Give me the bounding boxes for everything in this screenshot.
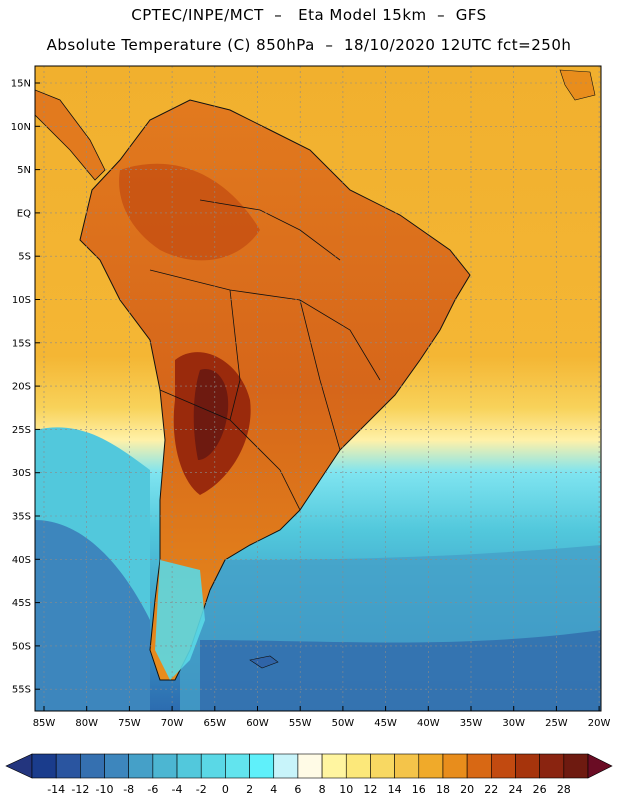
colorbar-swatch	[225, 753, 250, 779]
colorbar-label: 12	[363, 783, 377, 796]
colorbar-label: 14	[388, 783, 402, 796]
lat-tick-label: 35S	[12, 512, 31, 523]
colorbar-label: 6	[294, 783, 301, 796]
lon-tick-label: 30W	[502, 718, 525, 729]
lat-tick-label: 15N	[11, 79, 31, 90]
map-subtitle: Absolute Temperature (C) 850hPa – 18/10/…	[46, 36, 572, 54]
lon-tick-label: 35W	[460, 718, 483, 729]
colorbar-label: 2	[246, 783, 253, 796]
colorbar-label: -10	[96, 783, 114, 796]
colorbar-swatch	[152, 753, 178, 779]
lat-tick-label: 55S	[12, 685, 31, 696]
lat-tick-label: EQ	[17, 208, 31, 219]
colorbar-swatch	[466, 753, 492, 779]
colorbar-swatch	[80, 753, 105, 779]
colorbar-swatch	[297, 753, 323, 779]
colorbar-swatch	[394, 753, 420, 779]
latitude-axis: 15N 10N 5N EQ 5S 10S 15S 20S 25S 30S 35S 40S 45S 50S 5…	[11, 79, 40, 696]
map-border	[34, 65, 602, 712]
colorbar-swatch	[418, 753, 444, 779]
lon-tick-label: 40W	[417, 718, 440, 729]
lat-tick-label: 25S	[12, 425, 31, 436]
colorbar-under-arrow	[5, 753, 33, 779]
lon-tick-label: 80W	[75, 718, 98, 729]
pacific-colder-area	[35, 520, 150, 711]
lon-tick-label: 70W	[161, 718, 184, 729]
colorbar-swatch	[176, 753, 202, 779]
colorbar-swatch	[370, 753, 395, 779]
colorbar-label: -2	[196, 783, 207, 796]
lat-tick-label: 5S	[18, 252, 31, 263]
lat-tick-label: 40S	[12, 555, 31, 566]
lat-tick-label: 45S	[12, 598, 31, 609]
country-borders	[149, 199, 381, 511]
grid-lines	[35, 66, 601, 711]
lat-tick-label: 10S	[12, 295, 31, 306]
map-title: CPTEC/INPE/MCT – Eta Model 15km – GFS	[131, 6, 487, 24]
colorbar-swatch	[442, 753, 468, 779]
lon-tick-label: 20W	[588, 718, 611, 729]
longitude-axis: 85W 80W 75W 70W 65W 60W 55W 50W 45W 40W 35W 30W 25W 2…	[33, 706, 611, 729]
colorbar-label: 16	[412, 783, 426, 796]
hottest-core-area	[193, 369, 229, 460]
lat-tick-label: 30S	[12, 468, 31, 479]
lon-tick-label: 65W	[203, 718, 226, 729]
lon-tick-label: 25W	[545, 718, 568, 729]
colorbar-label: 8	[319, 783, 326, 796]
colorbar-swatch	[31, 753, 57, 779]
lon-tick-label: 50W	[332, 718, 355, 729]
central-america-land	[35, 89, 106, 181]
lon-tick-label: 75W	[118, 718, 141, 729]
colorbar-swatch	[200, 753, 226, 779]
colorbar-label: -14	[47, 783, 65, 796]
colorbar-label: 28	[557, 783, 571, 796]
map-body	[35, 66, 601, 711]
lat-tick-label: 10N	[11, 122, 31, 133]
atlantic-colder-area	[200, 630, 601, 711]
falkland-islands	[249, 655, 279, 669]
colorbar-swatch	[273, 753, 299, 779]
lat-tick-label: 50S	[12, 641, 31, 652]
colorbar-label: 18	[436, 783, 450, 796]
colorbar-over-arrow	[587, 753, 613, 779]
colorbar-swatch	[104, 753, 129, 779]
colorbar-swatch	[539, 753, 565, 779]
lon-tick-label: 85W	[33, 718, 56, 729]
lat-tick-label: 20S	[12, 382, 31, 393]
caribbean-island	[559, 69, 596, 101]
colorbar-label: -4	[172, 783, 183, 796]
colorbar: -14 -12 -10 -8 -6 -4 -2 0 2 4 6 8 10 12 14 16 18 20 22 24 26…	[5, 753, 613, 796]
colorbar-label: 20	[460, 783, 474, 796]
colorbar-label: 10	[339, 783, 353, 796]
patagonia-cold-area	[155, 560, 205, 680]
colorbar-label: 22	[484, 783, 498, 796]
colorbar-label: 4	[270, 783, 277, 796]
colorbar-swatch	[563, 753, 589, 779]
colorbar-swatch	[55, 753, 81, 779]
colorbar-swatch	[491, 753, 516, 779]
north-warm-area	[119, 163, 261, 261]
colorbar-label: -6	[147, 783, 158, 796]
lat-tick-label: 5N	[17, 165, 31, 176]
lon-tick-label: 55W	[289, 718, 312, 729]
colorbar-swatch	[321, 753, 347, 779]
colorbar-swatch	[345, 753, 371, 779]
colorbar-label: 0	[222, 783, 229, 796]
colorbar-label: 26	[533, 783, 547, 796]
colorbar-label: -8	[123, 783, 134, 796]
lat-tick-label: 15S	[12, 338, 31, 349]
colorbar-label: 24	[508, 783, 522, 796]
colorbar-swatch	[515, 753, 540, 779]
colorbar-swatch	[249, 753, 275, 779]
lon-tick-label: 60W	[246, 718, 269, 729]
colorbar-swatch	[128, 753, 154, 779]
colorbar-label: -12	[71, 783, 89, 796]
lon-tick-label: 45W	[374, 718, 397, 729]
